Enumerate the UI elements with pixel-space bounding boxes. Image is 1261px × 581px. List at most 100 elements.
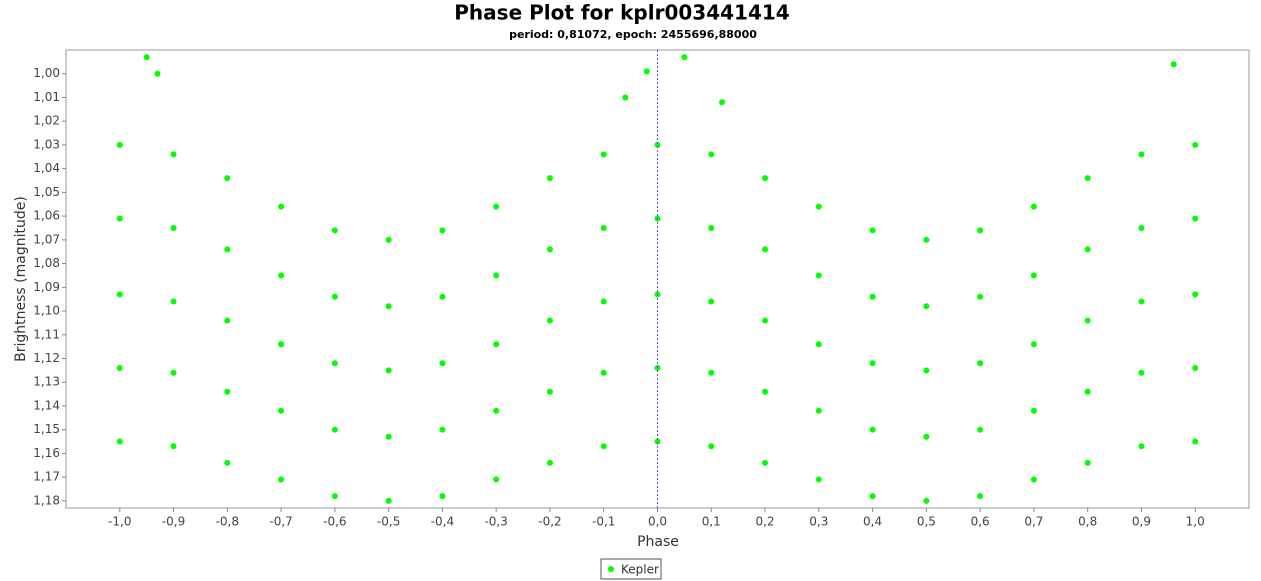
y-tick-label: 1,00 [33,66,60,80]
data-point [385,367,392,374]
data-point [1138,298,1145,305]
y-tick-label: 1,09 [33,280,60,294]
y-tick-label: 1,08 [33,256,60,270]
y-tick-label: 1,18 [33,493,60,507]
data-point [923,303,930,310]
data-point [116,364,123,371]
data-point [170,369,177,376]
data-point [762,317,769,324]
data-point [654,438,661,445]
data-point [439,360,446,367]
data-point [493,407,500,414]
data-point [493,476,500,483]
data-point [224,246,231,253]
x-tick-label: -0,1 [592,515,615,529]
data-point [923,497,930,504]
data-point [654,141,661,148]
data-point [1084,459,1091,466]
x-tick-label: -0,6 [323,515,346,529]
data-point [1192,291,1199,298]
chart-title: Phase Plot for kplr003441414 [454,1,789,25]
data-point [923,236,930,243]
x-tick-label: 0,5 [917,515,936,529]
data-point [170,298,177,305]
data-point [546,246,553,253]
data-point [719,99,726,106]
data-point [977,426,984,433]
data-point [600,369,607,376]
data-point [154,70,161,77]
data-point [923,367,930,374]
data-point [116,215,123,222]
y-tick-label: 1,17 [33,470,60,484]
data-point [1138,224,1145,231]
data-point [1192,438,1199,445]
x-tick-label: -1,0 [108,515,131,529]
x-tick-label: -0,2 [538,515,561,529]
x-tick-label: -0,5 [377,515,400,529]
data-point [869,426,876,433]
data-point [439,493,446,500]
data-point [762,246,769,253]
data-point [1138,369,1145,376]
data-point [546,175,553,182]
data-point [815,476,822,483]
data-point [1192,215,1199,222]
data-point [923,433,930,440]
data-point [708,151,715,158]
data-point [762,388,769,395]
data-point [600,298,607,305]
y-tick-label: 1,16 [33,446,60,460]
data-point [1030,341,1037,348]
data-point [116,438,123,445]
data-point [278,476,285,483]
data-point [762,459,769,466]
data-point [1138,443,1145,450]
x-tick-label: -0,3 [484,515,507,529]
y-tick-label: 1,05 [33,185,60,199]
data-point [493,272,500,279]
data-point [708,443,715,450]
data-point [815,341,822,348]
legend-marker [608,566,614,572]
data-point [385,303,392,310]
y-tick-label: 1,02 [33,114,60,128]
data-point [546,459,553,466]
data-point [977,360,984,367]
y-tick-label: 1,03 [33,137,60,151]
data-point [600,224,607,231]
y-tick-label: 1,04 [33,161,60,175]
data-point [278,407,285,414]
x-tick-label: -0,8 [216,515,239,529]
data-point [1084,317,1091,324]
y-tick-label: 1,14 [33,398,60,412]
data-point [439,227,446,234]
data-point [815,407,822,414]
data-point [331,360,338,367]
data-point [869,360,876,367]
data-point [977,293,984,300]
data-point [439,426,446,433]
data-point [600,151,607,158]
data-point [1084,388,1091,395]
data-point [1084,246,1091,253]
x-tick-label: 0,4 [863,515,882,529]
data-point [1192,364,1199,371]
x-tick-label: 0,0 [648,515,667,529]
data-point [762,175,769,182]
chart-subtitle: period: 0,81072, epoch: 2455696,88000 [509,28,757,41]
data-point [977,227,984,234]
data-point [1030,476,1037,483]
data-point [869,227,876,234]
data-point [622,94,629,101]
data-point [708,369,715,376]
data-point [331,426,338,433]
data-point [385,236,392,243]
x-tick-label: -0,4 [431,515,454,529]
data-point [385,433,392,440]
y-tick-label: 1,12 [33,351,60,365]
data-point [815,272,822,279]
data-point [1084,175,1091,182]
data-point [224,388,231,395]
data-point [331,493,338,500]
